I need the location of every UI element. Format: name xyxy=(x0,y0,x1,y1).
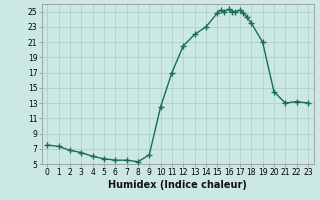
X-axis label: Humidex (Indice chaleur): Humidex (Indice chaleur) xyxy=(108,180,247,190)
